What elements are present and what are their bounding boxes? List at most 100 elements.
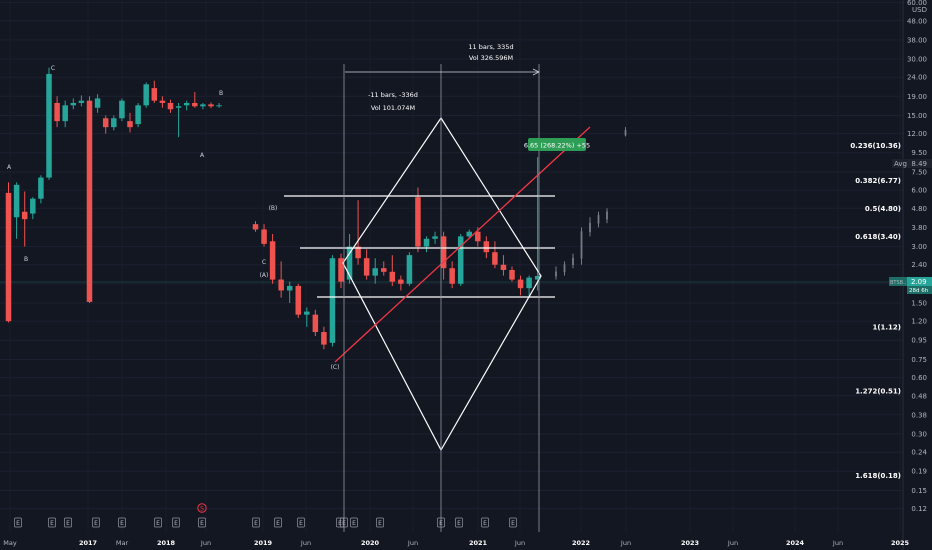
currency-label: USD	[912, 6, 927, 14]
measure-arrow-head	[532, 68, 540, 76]
time-tick-label: 2017	[79, 539, 97, 547]
price-tick-label: 48.00	[907, 17, 927, 25]
candle-body	[208, 104, 214, 107]
event-marker-label: E	[66, 520, 70, 527]
candle-body	[102, 118, 109, 128]
time-tick-label: Jun	[832, 539, 843, 547]
symbol-tag-countdown: 28d 6h	[909, 288, 929, 294]
fib-level-label: 0.382(6.77)	[855, 177, 901, 185]
symbol-price-tag[interactable]: BTSB… 2.09 28d 6h	[889, 277, 932, 294]
candle-body	[46, 73, 52, 178]
candle-body	[192, 102, 198, 107]
symbol-tag-countdown-bg	[907, 286, 932, 294]
event-marker-box	[455, 517, 463, 528]
event-marker-box	[154, 517, 162, 528]
candle-body	[580, 231, 583, 259]
candle-body	[127, 121, 133, 128]
fib-level-label: 0.236(10.36)	[850, 142, 901, 150]
candle-body	[555, 271, 557, 277]
candle-body	[286, 285, 293, 291]
time-tick-label: Jun	[514, 539, 525, 547]
candle-body	[21, 211, 28, 220]
candle-body	[509, 269, 515, 280]
price-change-tag-bg	[528, 138, 586, 151]
event-marker-box	[198, 517, 206, 528]
candle-body	[406, 255, 413, 284]
candle-body	[449, 268, 455, 284]
event-marker-box	[297, 517, 305, 528]
time-axis[interactable]: May 2017 Mar 2018 Jun 2019 Jun 2020 Jun 2021 Jun 20…	[3, 539, 909, 547]
candle-body	[415, 197, 421, 247]
measure-mid-line2: Vol 101.074M	[371, 104, 415, 112]
candle-body	[252, 224, 259, 230]
time-tick-label: 2024	[786, 539, 805, 547]
wave-labels: A B C B A (B) C (A) (C)	[7, 65, 339, 371]
event-marker-box	[92, 517, 100, 528]
price-tick-label: 0.15	[911, 487, 927, 495]
wave-label: (B)	[269, 205, 278, 212]
candle-body	[475, 231, 481, 242]
time-tick-label: 2019	[254, 539, 273, 547]
price-change-tag-text: 6.65 (268.22%) +55	[524, 142, 590, 150]
price-tick-label: 60.00	[907, 0, 927, 7]
price-tick-label: 0.12	[911, 505, 927, 513]
symbol-tag-name: BTSB…	[890, 280, 908, 286]
trend-line[interactable]	[334, 126, 591, 363]
candle-body	[216, 105, 222, 107]
candle-body	[86, 100, 93, 302]
measure-mid-line1: -11 bars, -336d	[368, 91, 418, 99]
avg-tag-value: 8.49	[911, 160, 927, 168]
event-marker-box	[64, 517, 72, 528]
wave-label: (A)	[260, 272, 269, 279]
price-tick-label: 0.60	[911, 374, 927, 382]
candle-body	[457, 236, 464, 284]
event-markers[interactable]: E E E E E E E ESE E E E E E E E E EE	[14, 503, 517, 528]
candle-body	[517, 279, 524, 289]
price-tick-label: 24.00	[907, 74, 927, 82]
avg-tag: Avg 8.49	[892, 159, 932, 168]
price-tick-label: 9.50	[911, 149, 927, 157]
candle-body	[624, 130, 627, 136]
avg-tag-bg	[892, 159, 932, 168]
candle-body	[440, 236, 447, 269]
event-marker-box	[252, 517, 260, 528]
candle-body	[372, 268, 378, 276]
grid	[0, 2, 903, 510]
drawings[interactable]	[284, 64, 591, 532]
candle-body	[167, 102, 174, 110]
event-marker-label: E	[342, 520, 346, 527]
price-tick-label: 3.00	[911, 243, 927, 251]
time-tick-label: Jun	[407, 539, 418, 547]
price-change-tag[interactable]: 6.65 (268.22%) +55	[524, 138, 590, 151]
projection-candles	[555, 127, 627, 280]
symbol-tag-name-bg	[889, 277, 907, 286]
candle-body	[363, 258, 370, 276]
measure-top-line1: 11 bars, 335d	[468, 43, 513, 51]
candle-body	[500, 264, 507, 270]
candle-body	[304, 311, 310, 315]
price-tick-label: 0.95	[911, 337, 927, 345]
price-axis[interactable]: 60.00 48.00 38.00 30.00 24.00 19.00 15.00 12.00…	[907, 0, 928, 513]
event-marker-label: E	[457, 520, 461, 527]
event-marker-label: E	[120, 520, 124, 527]
time-tick-label: 2025	[891, 539, 910, 547]
price-tick-label: 0.38	[911, 411, 927, 419]
candle-body	[151, 88, 158, 101]
candle-body	[597, 215, 600, 224]
price-tick-label: 0.30	[911, 431, 927, 439]
price-tick-label: 6.00	[911, 187, 927, 195]
event-marker-label: E	[352, 520, 356, 527]
price-tick-label: 1.50	[911, 300, 927, 308]
candle-body	[5, 192, 12, 322]
wave-label: B	[24, 256, 28, 263]
event-marker-box	[172, 517, 180, 528]
time-tick-label: May	[3, 539, 17, 547]
price-tick-label: 0.24	[911, 449, 927, 457]
candle-body	[143, 84, 149, 106]
time-tick-label: Jun	[300, 539, 311, 547]
fib-level-label: 0.618(3.40)	[855, 233, 901, 241]
event-marker-box	[118, 517, 126, 528]
price-tick-label: 0.48	[911, 392, 927, 400]
candle-body	[54, 102, 60, 122]
